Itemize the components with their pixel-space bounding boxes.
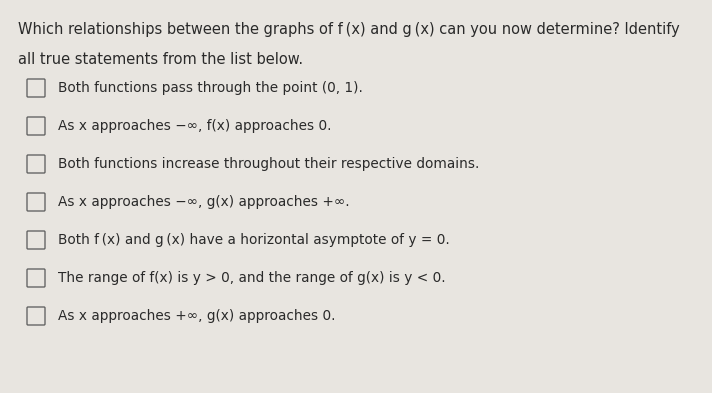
Text: Both functions increase throughout their respective domains.: Both functions increase throughout their… <box>58 157 479 171</box>
Text: Both f (x) and g (x) have a horizontal asymptote of y = 0.: Both f (x) and g (x) have a horizontal a… <box>58 233 450 247</box>
Text: The range of f(x) is y > 0, and the range of g(x) is y < 0.: The range of f(x) is y > 0, and the rang… <box>58 271 446 285</box>
Text: all true statements from the list below.: all true statements from the list below. <box>18 52 303 67</box>
Text: Both functions pass through the point (0, 1).: Both functions pass through the point (0… <box>58 81 363 95</box>
Text: As x approaches −∞, g(x) approaches +∞.: As x approaches −∞, g(x) approaches +∞. <box>58 195 350 209</box>
Text: As x approaches +∞, g(x) approaches 0.: As x approaches +∞, g(x) approaches 0. <box>58 309 335 323</box>
Text: As x approaches −∞, f(x) approaches 0.: As x approaches −∞, f(x) approaches 0. <box>58 119 332 133</box>
Text: Which relationships between the graphs of f (x) and g (x) can you now determine?: Which relationships between the graphs o… <box>18 22 680 37</box>
